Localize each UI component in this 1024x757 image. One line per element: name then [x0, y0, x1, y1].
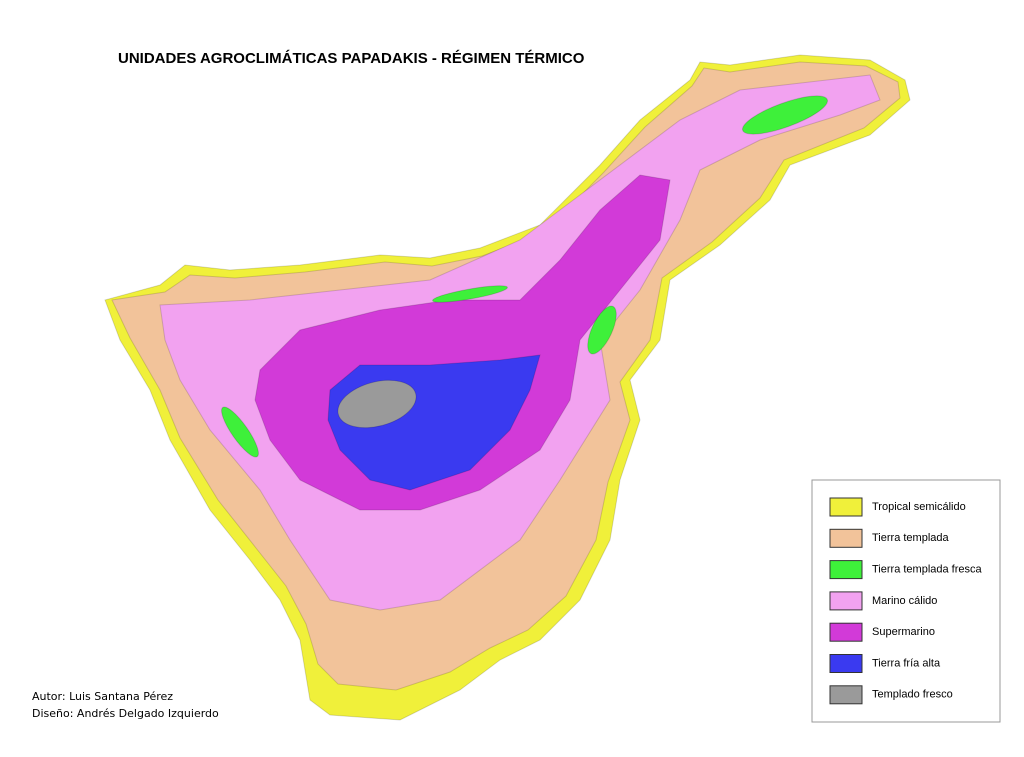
credit-design: Diseño: Andrés Delgado Izquierdo: [32, 707, 219, 720]
credit-author: Autor: Luis Santana Pérez: [32, 690, 173, 703]
legend-label: Tierra templada: [872, 532, 950, 544]
legend-label: Supermarino: [872, 626, 935, 638]
legend-label: Tierra fría alta: [872, 657, 941, 669]
legend-label: Templado fresco: [872, 689, 953, 701]
legend-swatch: [829, 497, 863, 517]
legend: Tropical semicálido Tierra templada Tierra…: [829, 497, 983, 705]
zone-templado-fresco: [337, 379, 417, 429]
legend-swatch: [829, 622, 863, 642]
map-title: UNIDADES AGROCLIMÁTICAS PAPADAKIS - RÉGI…: [118, 50, 585, 67]
zone-templada-fresca: [432, 285, 508, 303]
legend-label: Tierra templada fresca: [872, 564, 983, 576]
zone-templada-fresca: [587, 305, 617, 355]
legend-label: Tropical semicálido: [872, 501, 966, 513]
zone-templada-fresca: [221, 406, 259, 458]
legend-swatch: [829, 528, 863, 548]
legend-swatch: [829, 685, 863, 705]
island-map: [104, 54, 911, 721]
legend-swatch: [829, 560, 863, 580]
legend-swatch: [829, 654, 863, 673]
legend-swatch: [829, 591, 863, 611]
zone-templada-fresca: [742, 95, 828, 135]
legend-label: Marino cálido: [872, 595, 937, 607]
